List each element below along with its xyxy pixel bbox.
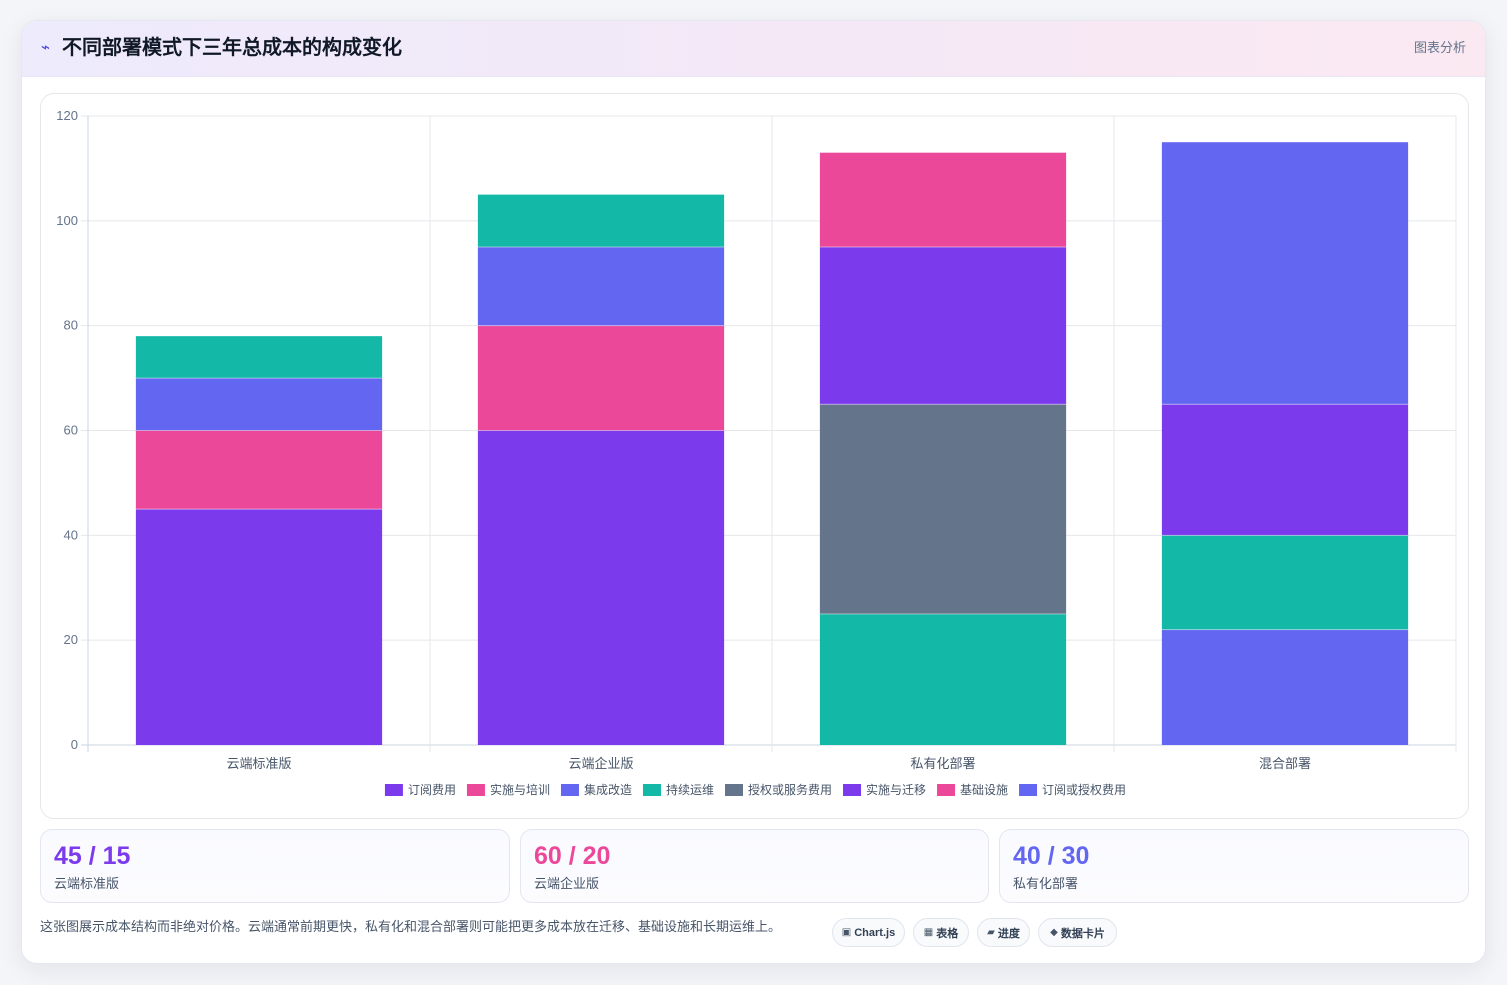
legend-label: 实施与培训 bbox=[490, 782, 550, 797]
chart-icon: ⌁ bbox=[41, 39, 51, 56]
bar-segment bbox=[1161, 404, 1409, 536]
bar-segment bbox=[135, 430, 383, 510]
x-tick-label: 混合部署 bbox=[1259, 756, 1311, 771]
legend-swatch bbox=[1019, 784, 1038, 796]
x-tick-label: 云端标准版 bbox=[226, 756, 291, 771]
bar-segment bbox=[819, 404, 1067, 614]
card-header: ⌁ 不同部署模式下三年总成本的构成变化 图表分析 bbox=[22, 21, 1485, 77]
bar-segment bbox=[819, 247, 1067, 405]
legend-label: 订阅费用 bbox=[408, 783, 456, 797]
stat-card-private-deploy: 40 / 30 私有化部署 bbox=[999, 829, 1469, 903]
bar-segment bbox=[477, 325, 725, 431]
pill-label: 进度 bbox=[997, 927, 1020, 940]
pill-data-card-button[interactable]: ◆ 数据卡片 bbox=[1038, 918, 1117, 947]
legend-swatch bbox=[384, 784, 403, 796]
y-tick-label: 20 bbox=[64, 632, 78, 647]
stat-value: 60 / 20 bbox=[534, 842, 611, 870]
card-view-icon: ◆ bbox=[1050, 927, 1058, 938]
stat-label: 私有化部署 bbox=[1013, 876, 1079, 891]
stat-card-cloud-enterprise: 60 / 20 云端企业版 bbox=[520, 829, 989, 903]
pill-label: 数据卡片 bbox=[1060, 927, 1105, 940]
legend-swatch bbox=[725, 784, 743, 796]
chart-view-icon: ▣ bbox=[841, 927, 852, 938]
x-tick-label: 云端企业版 bbox=[568, 756, 633, 771]
pill-table-button[interactable]: ▦ 表格 bbox=[913, 918, 969, 947]
bar-segment bbox=[819, 613, 1067, 745]
stat-value: 45 / 15 bbox=[54, 842, 131, 870]
bar-segment bbox=[477, 247, 725, 326]
chart-footnote: 这张图展示成本结构而非绝对价格。云端通常前期更快，私有化和混合部署则可能把更多成… bbox=[40, 919, 782, 934]
bar-segment bbox=[1161, 142, 1409, 405]
table-view-icon: ▦ bbox=[923, 927, 934, 938]
chart-container: 0 20 40 60 80 100 120 云端标准版 云端企业版 私有化部署 混合部署订阅费用 实施… bbox=[40, 93, 1469, 819]
pill-chartjs-button[interactable]: ▣ Chart.js bbox=[832, 918, 905, 947]
pill-label: Chart.js bbox=[854, 926, 896, 939]
stat-label: 云端企业版 bbox=[534, 876, 600, 891]
stat-label: 云端标准版 bbox=[54, 876, 120, 891]
legend-label: 基础设施 bbox=[960, 783, 1008, 797]
y-tick-label: 80 bbox=[64, 318, 78, 333]
legend-swatch bbox=[560, 784, 579, 796]
legend-label: 持续运维 bbox=[666, 782, 714, 797]
chart-card: ⌁ 不同部署模式下三年总成本的构成变化 图表分析 0 20 40 60 80 100 120… bbox=[21, 20, 1486, 964]
bar-segment bbox=[477, 430, 725, 745]
legend-swatch bbox=[843, 784, 862, 796]
page-title: 不同部署模式下三年总成本的构成变化 bbox=[62, 37, 402, 59]
legend-label: 实施与迁移 bbox=[866, 782, 926, 797]
bar-segment bbox=[1161, 535, 1409, 630]
y-tick-label: 120 bbox=[56, 108, 78, 123]
bar-segment bbox=[135, 336, 383, 379]
y-tick-label: 100 bbox=[56, 213, 78, 228]
legend-label: 集成改造 bbox=[584, 782, 632, 797]
x-tick-label: 私有化部署 bbox=[910, 756, 975, 771]
stat-value: 40 / 30 bbox=[1013, 842, 1090, 870]
legend-swatch bbox=[937, 784, 956, 796]
legend-swatch bbox=[642, 784, 661, 796]
bar-segment bbox=[135, 378, 383, 431]
y-tick-label: 60 bbox=[64, 423, 78, 438]
y-tick-label: 0 bbox=[71, 737, 78, 752]
pill-progress-button[interactable]: ▰ 进度 bbox=[977, 918, 1030, 947]
pill-label: 表格 bbox=[936, 927, 959, 940]
bar-segment bbox=[135, 509, 383, 745]
y-tick-label: 40 bbox=[64, 527, 78, 542]
legend-label: 订阅或授权费用 bbox=[1042, 782, 1126, 797]
bar-segment bbox=[819, 152, 1067, 248]
bar-segment bbox=[477, 194, 725, 248]
legend-label: 授权或服务费用 bbox=[748, 782, 832, 797]
header-tag: 图表分析 bbox=[1413, 40, 1466, 55]
bar-segment bbox=[1161, 629, 1409, 745]
stat-card-cloud-standard: 45 / 15 云端标准版 bbox=[40, 829, 510, 903]
legend-swatch bbox=[466, 784, 485, 796]
progress-view-icon: ▰ bbox=[987, 927, 995, 938]
